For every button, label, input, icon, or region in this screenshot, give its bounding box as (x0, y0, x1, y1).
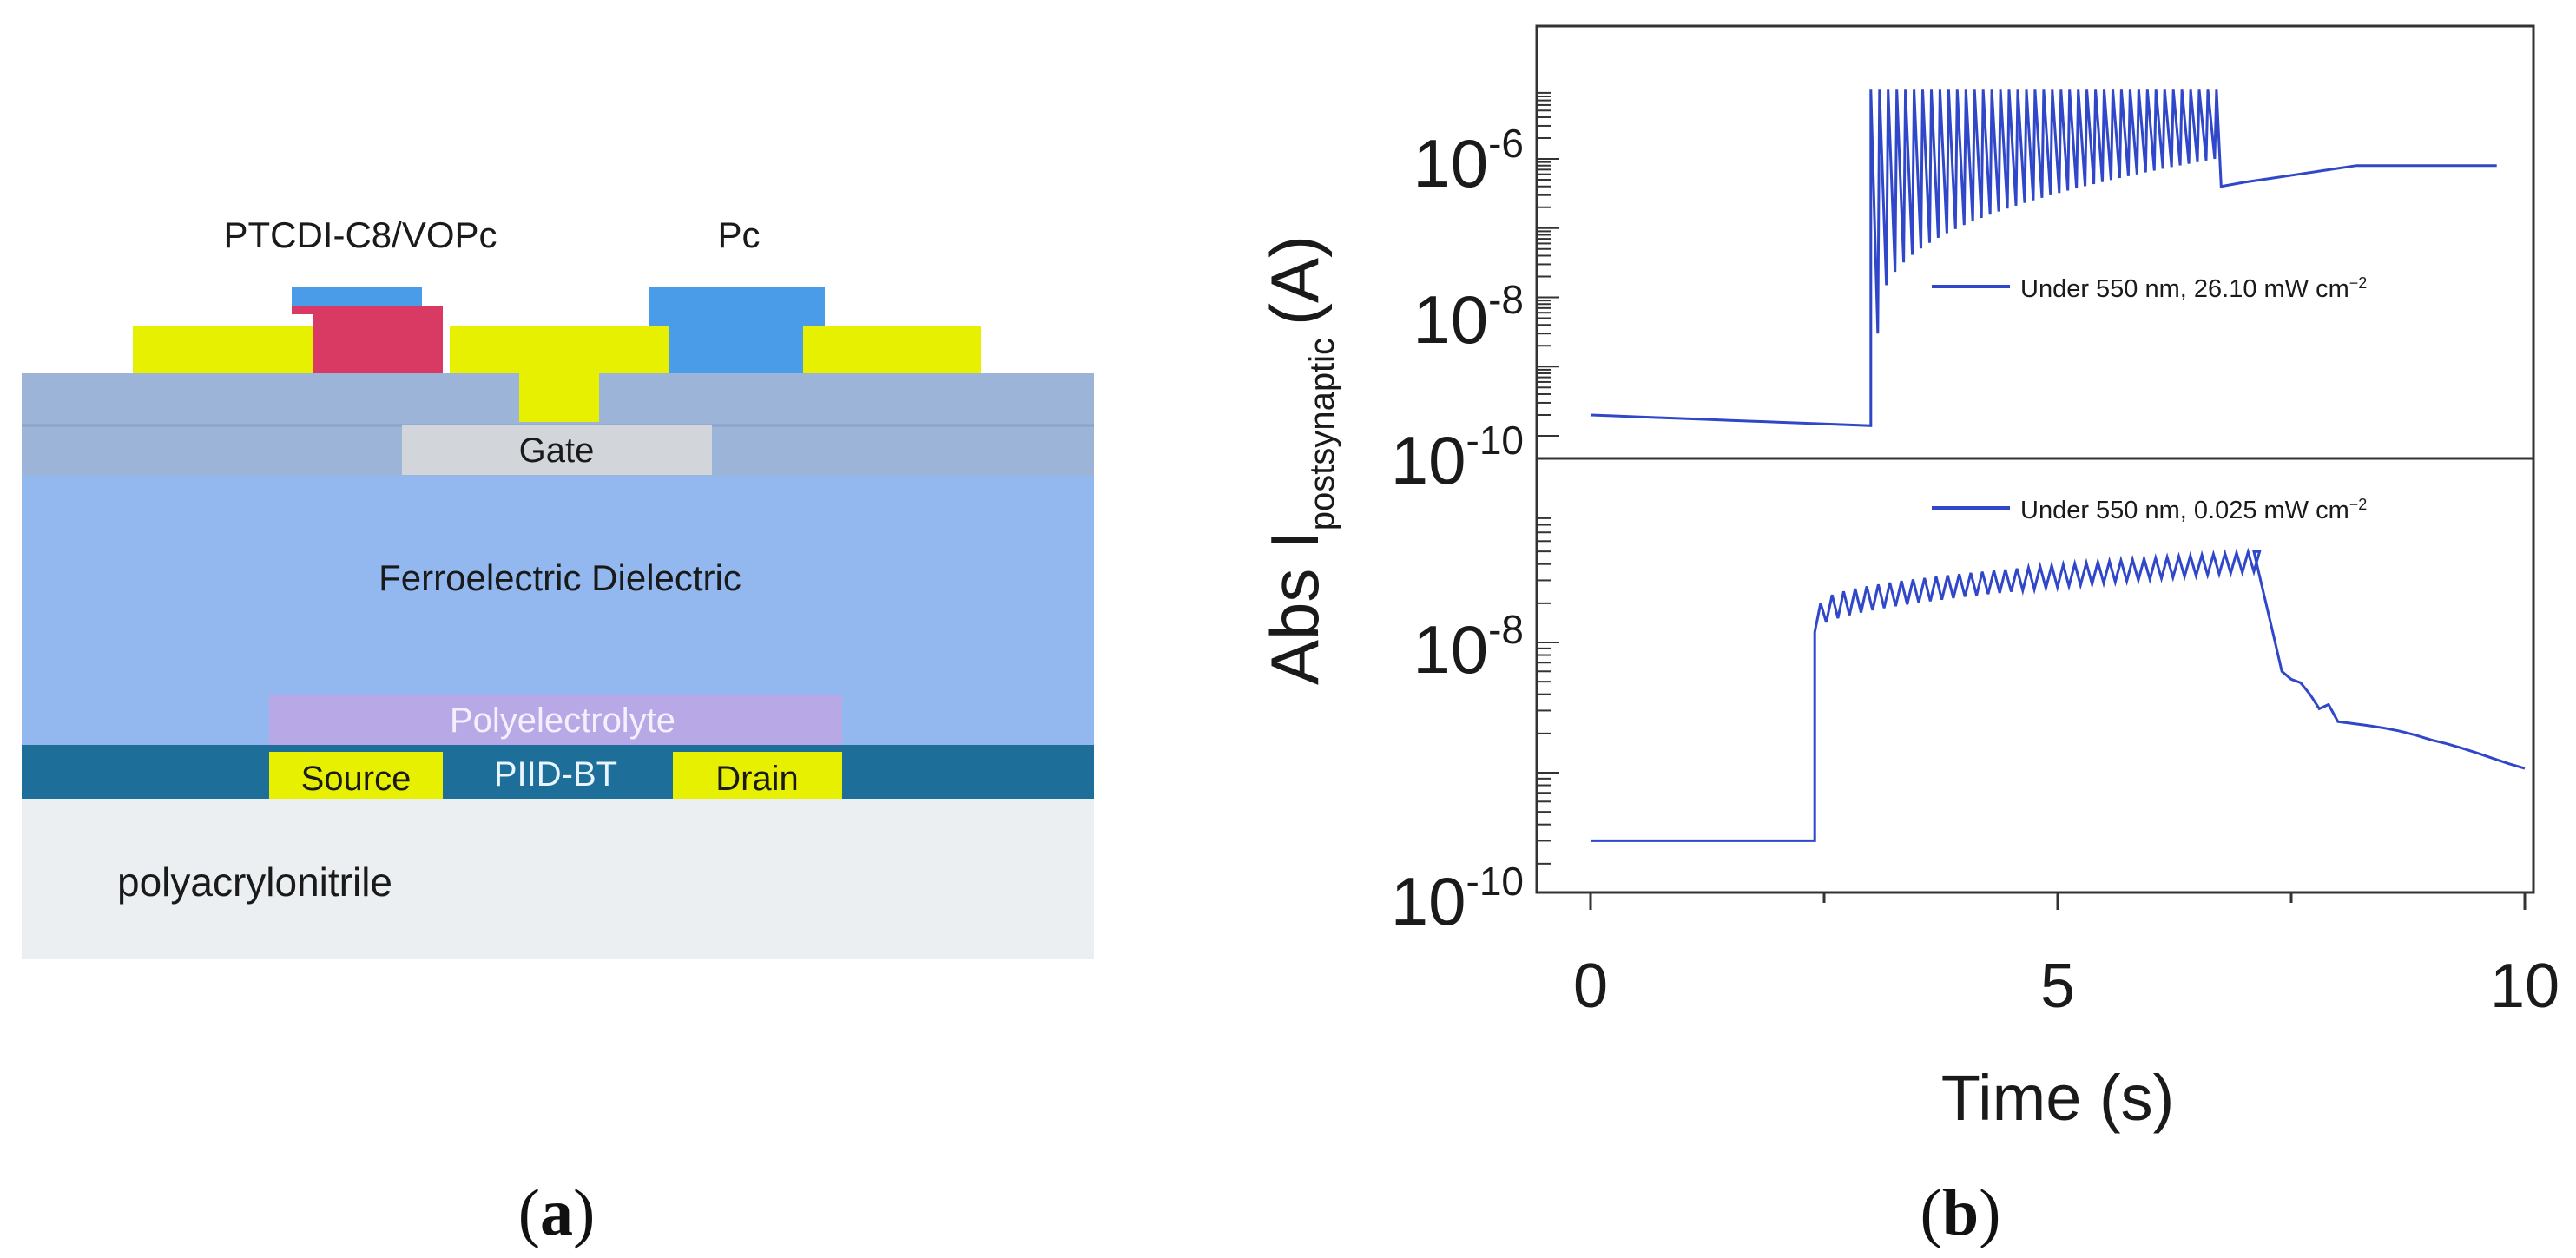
top-series-line (1590, 89, 2497, 427)
x-axis-ticks (1589, 892, 2527, 910)
vopc-layer (292, 287, 422, 306)
xtick-10: 10 (2490, 952, 2560, 1021)
drain-label: Drain (715, 760, 799, 798)
bottom-series-line (1591, 547, 2526, 842)
top-ytick-1e-8: 10-8 (1413, 277, 1524, 358)
substrate-label: polyacrylonitrile (117, 860, 392, 905)
source-label: Source (301, 760, 412, 798)
top-electrode-left (133, 326, 313, 373)
bottom-ytick-1e-10: 10-10 (1391, 859, 1524, 939)
bottom-y-tick-labels: 10-8 10-10 (1391, 607, 1524, 939)
xtick-0: 0 (1573, 952, 1608, 1021)
top-legend-text: Under 550 nm, 26.10 mW cm−2 (2020, 274, 2367, 303)
ptcdi-vopc-label: PTCDI-C8/VOPc (223, 214, 497, 255)
source-electrode (269, 752, 443, 799)
top-ytick-1e-10: 10-10 (1391, 418, 1524, 498)
top-electrode-middle (450, 326, 669, 422)
caption-a: (a) (518, 1176, 596, 1249)
bottom-plot-frame (1535, 457, 2535, 894)
polyelectrolyte-label: Polyelectrolyte (450, 701, 675, 740)
top-ytick-1e-6: 10-6 (1413, 121, 1524, 201)
polyelectrolyte-layer (269, 695, 842, 745)
pc-label: Pc (717, 214, 760, 255)
bottom-ytick-1e-8: 10-8 (1413, 607, 1524, 688)
gate-electrode (402, 425, 712, 475)
channel-label: PIID-BT (494, 755, 617, 794)
caption-b: (b) (1920, 1176, 2001, 1249)
drain-electrode (673, 752, 842, 799)
pc-layer (649, 287, 825, 373)
bottom-legend-exp: −2 (2349, 496, 2368, 513)
device-cross-section: PTCDI-C8/VOPc Pc Gate Ferroelectric Diel… (22, 214, 1094, 959)
chart-b: Under 550 nm, 26.10 mW cm−2 10-6 10-8 10… (1256, 24, 2560, 1134)
top-electrode-right (803, 326, 981, 373)
ptcdi-top-strip (292, 306, 422, 314)
x-axis-label: Time (s) (1941, 1062, 2175, 1134)
bottom-legend-text: Under 550 nm, 0.025 mW cm−2 (2020, 496, 2367, 524)
ptcdi-layer (313, 306, 443, 373)
bottom-legend-main: Under 550 nm, 0.025 mW cm (2020, 497, 2349, 524)
ferroelectric-label: Ferroelectric Dielectric (379, 557, 741, 598)
y-axis-label: Abs Ipostsynaptic(A) (1256, 235, 1341, 685)
top-legend-exp: −2 (2349, 274, 2368, 292)
top-y-tick-labels: 10-6 10-8 10-10 (1391, 121, 1524, 498)
channel-layer (22, 745, 1094, 799)
xtick-5: 5 (2040, 952, 2075, 1021)
gate-label: Gate (519, 431, 595, 470)
top-plot-ticks (1537, 91, 1559, 437)
top-legend-main: Under 550 nm, 26.10 mW cm (2020, 275, 2349, 303)
substrate-layer (22, 799, 1094, 959)
bottom-plot-ticks (1537, 517, 1559, 865)
